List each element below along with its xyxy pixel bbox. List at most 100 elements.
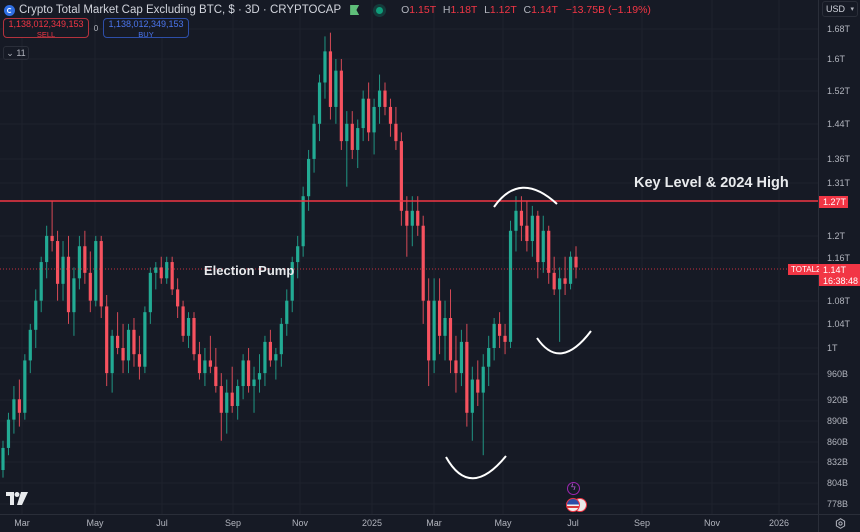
candle-body [487, 348, 491, 367]
high-value: 1.18T [450, 4, 478, 16]
candle-body [126, 329, 131, 361]
candlestick-chart[interactable] [0, 0, 818, 514]
price-tick: 1.6T [827, 54, 846, 64]
event-marker-us-flag-icon[interactable] [566, 498, 580, 512]
candle-body [432, 300, 436, 361]
symbol-tag: TOTAL2 [788, 264, 824, 275]
candle-body [443, 317, 447, 336]
candle-body [252, 379, 256, 387]
candle-body [148, 272, 152, 313]
bar-countdown: 16:38:48 [823, 275, 859, 286]
price-tick: 832B [827, 457, 849, 467]
price-tick: 1.36T [827, 154, 851, 164]
candle-body [246, 360, 251, 387]
candle-body [383, 90, 387, 107]
candle-body [552, 272, 556, 290]
tradingview-logo-icon[interactable] [6, 492, 28, 505]
price-tick: 1.68T [827, 24, 851, 34]
candle-body [547, 230, 551, 273]
price-tick: 1T [827, 343, 838, 353]
candle-body [301, 196, 305, 247]
price-tick: 920B [827, 395, 849, 405]
candle-body [137, 354, 142, 367]
candle-body [399, 141, 403, 211]
candle-body [236, 386, 240, 406]
bottom-arc-drawing [445, 455, 507, 480]
market-status-icon[interactable] [376, 6, 384, 14]
candle-body [448, 317, 453, 361]
candle-body [17, 399, 21, 413]
buy-price: 1,138,012,349,153 [108, 19, 184, 29]
price-tick: 1.31T [827, 178, 851, 188]
lightning-icon: ϟ [571, 482, 576, 492]
candle-body [121, 348, 125, 361]
candle-body [219, 386, 223, 413]
candle-body [257, 373, 262, 380]
candle-body [339, 70, 343, 142]
key-level-annotation[interactable]: Key Level & 2024 High [634, 175, 789, 191]
sell-button[interactable]: 1,138,012,349,153 SELL [3, 18, 89, 39]
time-tick: May [86, 518, 104, 528]
open-value: 1.15T [409, 4, 436, 16]
indicators-collapse-button[interactable]: ⌄ 11 [3, 46, 29, 60]
candle-body [274, 354, 278, 361]
buy-button[interactable]: 1,138,012,349,153 BUY [103, 18, 189, 39]
candle-body [55, 241, 60, 284]
price-scale[interactable]: 1.68T 1.6T 1.52T 1.44T 1.36T 1.31T 1.2T 1.16T 1.… [818, 0, 860, 514]
event-marker-lightning[interactable]: ϟ [567, 482, 580, 495]
candle-body [388, 106, 393, 124]
candle-body [99, 241, 103, 307]
candle-body [241, 360, 245, 387]
candle-body [225, 392, 229, 413]
candle-body [1, 447, 5, 471]
candle-body [427, 300, 431, 361]
candle-body [77, 246, 81, 279]
candle-body [410, 210, 414, 226]
chart-settings-button[interactable] [818, 514, 860, 532]
currency-selector[interactable]: USD ▾ [822, 1, 858, 17]
time-tick: Sep [633, 518, 651, 528]
time-tick: Jul [156, 518, 168, 528]
candle-body [176, 289, 180, 307]
time-scale[interactable]: Mar May Jul Sep Nov 2025 Mar May Jul Sep Nov 2026 [0, 514, 818, 532]
candle-body [45, 235, 49, 263]
candle-body [508, 230, 513, 342]
candle-body [459, 341, 463, 374]
time-tick: 2026 [768, 518, 790, 528]
buy-label: BUY [138, 29, 154, 39]
close-value: 1.14T [531, 4, 558, 16]
candle-body [39, 262, 43, 301]
candle-body [476, 379, 480, 393]
election-pump-annotation[interactable]: Election Pump [204, 263, 295, 278]
open-key: O [401, 4, 410, 16]
candle-body [34, 300, 38, 330]
currency-label: USD [826, 4, 846, 14]
candle-body [50, 235, 54, 242]
time-tick: Sep [224, 518, 242, 528]
candle-body [530, 215, 534, 242]
candle-body [328, 51, 333, 107]
candle-body [83, 246, 87, 273]
candle-body [23, 360, 27, 413]
candle-body [416, 210, 420, 226]
flag-icon[interactable] [350, 5, 360, 15]
candle-body [492, 323, 496, 348]
time-tick: Nov [291, 518, 309, 528]
change-value: −13.75B (−1.19%) [565, 4, 651, 16]
candle-body [105, 306, 109, 374]
candle-body [345, 123, 349, 142]
time-tick: 2025 [361, 518, 383, 528]
candle-body [28, 329, 32, 361]
candle-body [66, 256, 71, 313]
price-tick: 1.2T [827, 231, 846, 241]
candle-body [307, 158, 311, 197]
candle-body [541, 230, 545, 263]
symbol-legend[interactable]: Crypto Total Market Cap Excluding BTC, $… [4, 2, 651, 18]
price-tick: 1.52T [827, 86, 851, 96]
time-tick: Mar [14, 518, 30, 528]
symbol-title[interactable]: Crypto Total Market Cap Excluding BTC, $… [19, 4, 342, 16]
candle-body [317, 82, 322, 124]
candle-body [116, 335, 120, 348]
candle-body [94, 241, 98, 301]
sell-label: SELL [36, 29, 56, 39]
